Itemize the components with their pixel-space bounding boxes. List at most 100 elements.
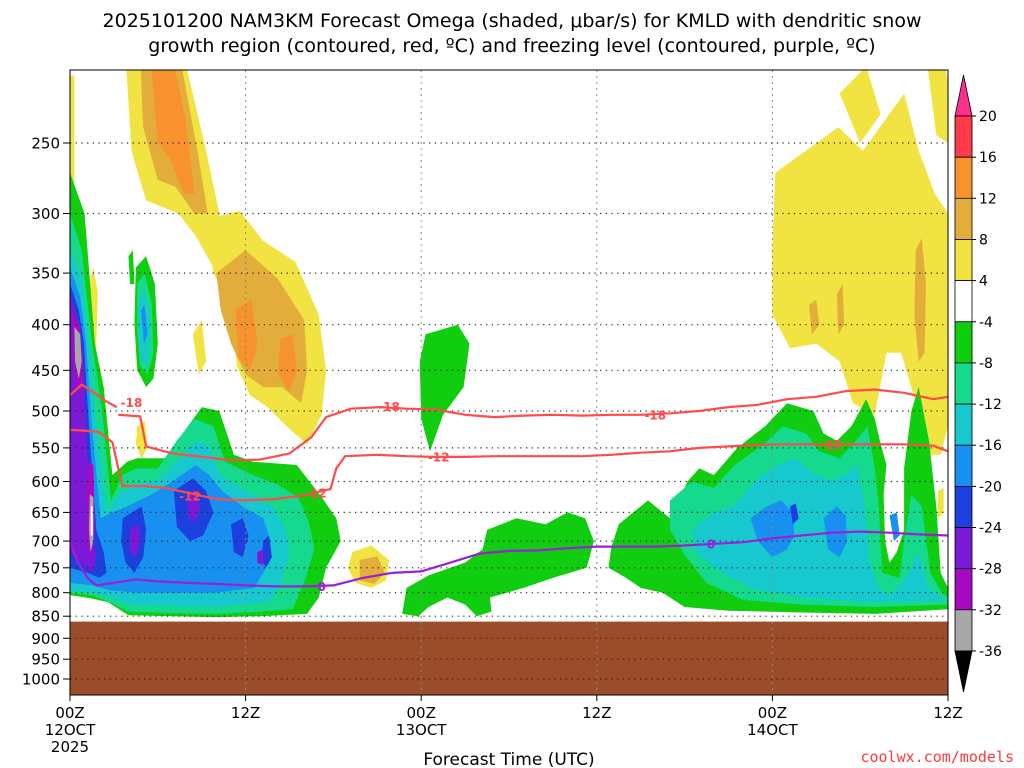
plot-area: -18 -18 -18 -12 -12 -12 -12 0 0: [69, 69, 949, 696]
y-tick-label-500: 500: [31, 403, 60, 421]
temperature-contours: [70, 383, 948, 588]
contour-label-5: -12: [428, 450, 450, 464]
omega-region-20-41: [231, 518, 249, 558]
colorbar-label-12-7: -12: [979, 397, 1002, 413]
colorbar-label-24-10: -24: [979, 521, 1002, 537]
y-tick-label-400: 400: [31, 316, 60, 334]
omega-region-4-11: [937, 487, 944, 519]
y-tick-label-650: 650: [31, 504, 60, 522]
y-tick-label-750: 750: [31, 559, 60, 577]
y-tick-label-950: 950: [31, 651, 60, 669]
contour-label-2: -18: [644, 408, 666, 422]
y-tick-label-800: 800: [31, 584, 60, 602]
colorbar-label-32-12: -32: [979, 603, 1002, 619]
y-tick-label-850: 850: [31, 608, 60, 626]
colorbar-swatch-3: [954, 239, 973, 282]
colorbar-label-20-0: 20: [979, 109, 997, 125]
colorbar-swatch-4: [954, 280, 973, 323]
omega-region-4-7: [839, 70, 881, 143]
x-tick-label-0-2: 12OCT: [45, 721, 96, 739]
x-tick-label-0-3: 2025: [51, 738, 89, 756]
colorbar-swatch-5: [954, 321, 973, 364]
y-axis: 250 300 350 400 450 500 550 600 650 700 750 800 850 9…: [22, 135, 70, 689]
colorbar-swatch-12: [954, 609, 973, 652]
omega-region-20-42: [261, 535, 272, 568]
credit-text: coolwx.com/models: [860, 748, 1014, 766]
omega-region-16-35: [750, 500, 795, 558]
x-tick-label-1-1: 12Z: [231, 704, 260, 722]
colorbar-label-4-5: -4: [979, 315, 993, 331]
contour-label-1: -18: [378, 400, 400, 414]
x-tick-label-4-2: 14OCT: [747, 721, 798, 739]
omega-region-8-17: [809, 299, 820, 335]
y-tick-label-550: 550: [31, 439, 60, 457]
y-tick-label-600: 600: [31, 473, 60, 491]
plot-frame: [69, 69, 949, 696]
contour-label-7: 0: [318, 580, 326, 594]
omega-region-32-50: [74, 326, 82, 379]
omega-region-4-23: [128, 250, 135, 284]
contour-0-c-freezing-level: [70, 530, 948, 588]
x-axis-label: Forecast Time (UTC): [423, 750, 594, 768]
omega-region-4-8: [927, 70, 948, 143]
omega-region-12-18: [151, 70, 195, 194]
colorbar-swatch-0: [954, 115, 973, 158]
colorbar-label-20-9: -20: [979, 479, 1002, 495]
colorbar: 20 16 12 8 4 -4 -8 -12 -16 -20 -24 -28 -32 -36: [954, 74, 1002, 693]
contour-labels: -18 -18 -18 -12 -12 -12 -12 0 0: [121, 396, 842, 594]
contour-label-0: -18: [121, 396, 143, 410]
chart-title-line-2: growth region (contoured, red, ºC) and f…: [148, 35, 875, 57]
colorbar-swatch-9: [954, 485, 973, 528]
colorbar-label-28-11: -28: [979, 562, 1002, 578]
colorbar-label-8-6: -8: [979, 356, 993, 372]
omega-region-4-10: [135, 420, 148, 459]
y-tick-label-300: 300: [31, 205, 60, 223]
colorbar-top-arrow: [954, 74, 973, 117]
omega-region-4-4: [192, 319, 207, 375]
colorbar-swatch-10: [954, 527, 973, 570]
x-tick-label-0-1: 00Z: [55, 704, 84, 722]
x-tick-label-4-1: 00Z: [758, 704, 787, 722]
colorbar-swatch-7: [954, 403, 973, 446]
x-tick-label-2-2: 13OCT: [396, 721, 447, 739]
y-tick-label-1000: 1000: [22, 671, 60, 689]
omega-region-12-20: [277, 334, 297, 392]
y-tick-label-450: 450: [31, 362, 60, 380]
colorbar-swatch-1: [954, 156, 973, 199]
colorbar-label-16-8: -16: [979, 438, 1002, 454]
omega-region-4-24: [419, 324, 470, 452]
omega-region-24-45: [130, 524, 141, 558]
omega-region-20-43: [790, 503, 799, 525]
omega-region-24-46: [187, 489, 201, 522]
colorbar-label-16-1: 16: [979, 150, 997, 166]
contour-12-c: [70, 428, 948, 502]
y-tick-label-250: 250: [31, 135, 60, 153]
colorbar-label-8-3: 8: [979, 233, 988, 249]
ground-below-surface: [70, 621, 948, 695]
colorbar-bottom-arrow: [954, 650, 973, 693]
colorbar-swatch-2: [954, 197, 973, 240]
y-tick-label-900: 900: [31, 630, 60, 648]
contour-label-3: -12: [179, 490, 201, 504]
y-tick-label-700: 700: [31, 533, 60, 551]
colorbar-label-36-13: -36: [979, 644, 1002, 660]
y-tick-label-350: 350: [31, 265, 60, 283]
omega-region-12-32: [691, 458, 948, 603]
colorbar-label-12-2: 12: [979, 191, 997, 207]
chart-title-line-1: 2025101200 NAM3KM Forecast Omega (shaded…: [103, 10, 922, 32]
colorbar-swatch-11: [954, 568, 973, 611]
contour-18-c-upper: [70, 383, 118, 409]
x-tick-label-5-1: 12Z: [933, 704, 962, 722]
x-tick-label-3-1: 12Z: [582, 704, 611, 722]
contour-label-8: 0: [707, 537, 715, 551]
omega-region-8-15: [914, 238, 926, 362]
colorbar-swatch-8: [954, 444, 973, 487]
omega-region-12-19: [235, 299, 258, 371]
omega-region-8-16: [836, 284, 845, 335]
x-tick-label-2-1: 00Z: [407, 704, 436, 722]
omega-region-24-47: [257, 549, 264, 566]
omega-region-4-6: [772, 93, 948, 455]
omega-region-16-33: [70, 267, 271, 593]
